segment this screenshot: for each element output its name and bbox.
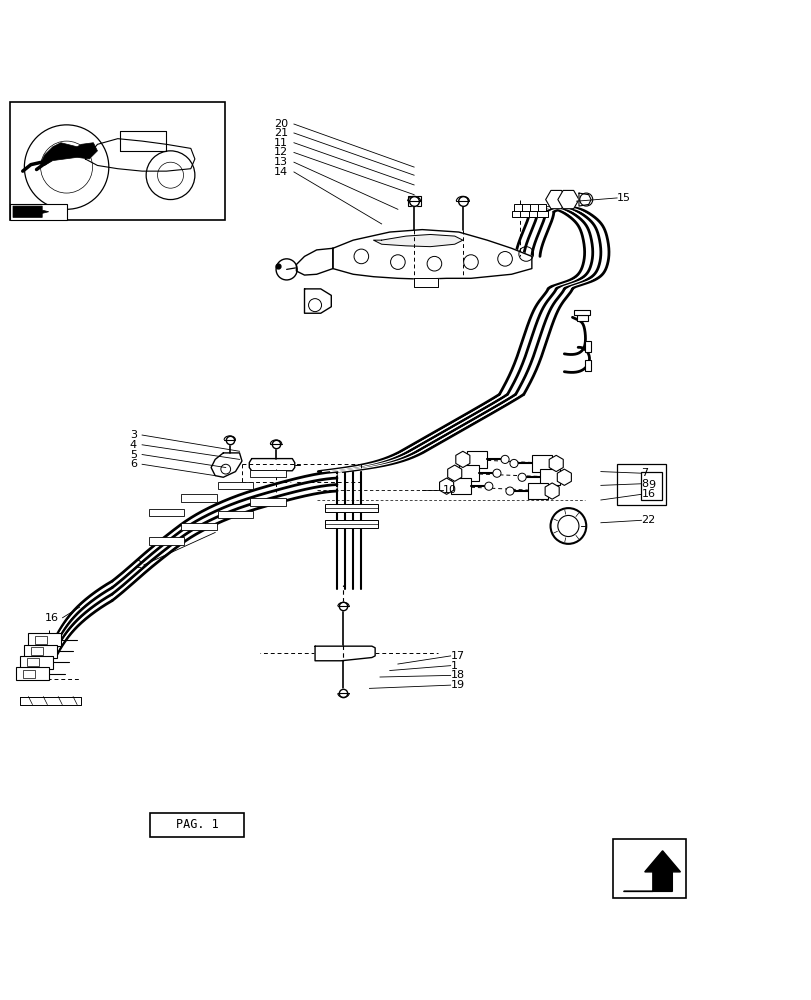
Polygon shape [315,646,375,661]
Bar [641,472,661,500]
Polygon shape [333,230,531,279]
Bar [584,360,590,371]
Polygon shape [41,143,97,165]
Circle shape [500,455,508,463]
Text: 3: 3 [130,430,137,440]
Bar [150,813,243,837]
Polygon shape [20,697,81,705]
Bar [31,647,43,655]
Bar [20,656,53,669]
Text: 13: 13 [273,157,287,167]
Polygon shape [414,278,438,287]
Text: 7: 7 [641,468,648,478]
Text: 2: 2 [134,560,141,570]
Text: 11: 11 [273,138,287,148]
Bar [217,482,253,489]
Bar [520,211,531,217]
Text: 16: 16 [45,613,58,623]
Text: 20: 20 [273,119,287,129]
Bar [250,470,285,477]
Bar [16,667,49,680]
Circle shape [492,469,500,477]
Bar [528,211,539,217]
Circle shape [484,482,492,490]
Text: 22: 22 [641,515,655,525]
Bar [407,196,420,206]
Bar [217,511,253,518]
Text: 10: 10 [442,485,456,495]
Polygon shape [373,234,462,247]
Bar [458,465,478,481]
Text: 19: 19 [450,680,464,690]
Polygon shape [578,193,590,206]
Text: 18: 18 [450,670,464,680]
Polygon shape [211,453,242,477]
Bar [181,494,217,502]
Text: 16: 16 [641,489,654,499]
Bar [324,520,377,528]
Bar [538,204,546,211]
Bar [513,204,521,211]
Text: 5: 5 [130,450,137,460]
Bar [530,204,538,211]
Bar [23,670,35,678]
Bar [531,455,551,472]
Bar [324,504,377,512]
Bar [584,341,590,352]
Bar [576,315,587,321]
Bar [10,204,67,220]
Text: 6: 6 [130,459,137,469]
Polygon shape [249,459,294,471]
Polygon shape [296,248,333,275]
Text: 8: 8 [641,479,648,489]
Text: 4: 4 [130,440,137,450]
Bar [539,469,560,485]
Text: 1: 1 [450,661,457,671]
Bar [536,211,547,217]
Polygon shape [623,851,680,891]
Bar [148,509,184,516]
Bar [512,211,523,217]
Bar [573,310,590,315]
Polygon shape [13,206,49,217]
Bar [27,658,39,666]
Circle shape [550,508,586,544]
Text: 15: 15 [616,193,630,203]
Circle shape [505,487,513,495]
Bar [466,451,487,468]
Bar [181,523,217,530]
Text: 17: 17 [450,651,464,661]
Bar [24,645,57,658]
Bar [148,537,184,545]
Circle shape [517,473,526,481]
Bar [10,102,225,220]
Bar [250,498,285,506]
Bar [35,636,47,644]
Bar [616,464,665,505]
Bar [28,633,61,646]
Text: PAG. 1: PAG. 1 [175,818,218,831]
Text: 21: 21 [273,128,287,138]
Circle shape [509,459,517,468]
Text: 9: 9 [648,480,654,490]
Bar [450,478,470,494]
Bar [527,483,547,499]
Text: 12: 12 [273,147,287,157]
Polygon shape [304,289,331,313]
Bar [612,839,685,898]
Text: 14: 14 [273,167,287,177]
Bar [521,204,530,211]
